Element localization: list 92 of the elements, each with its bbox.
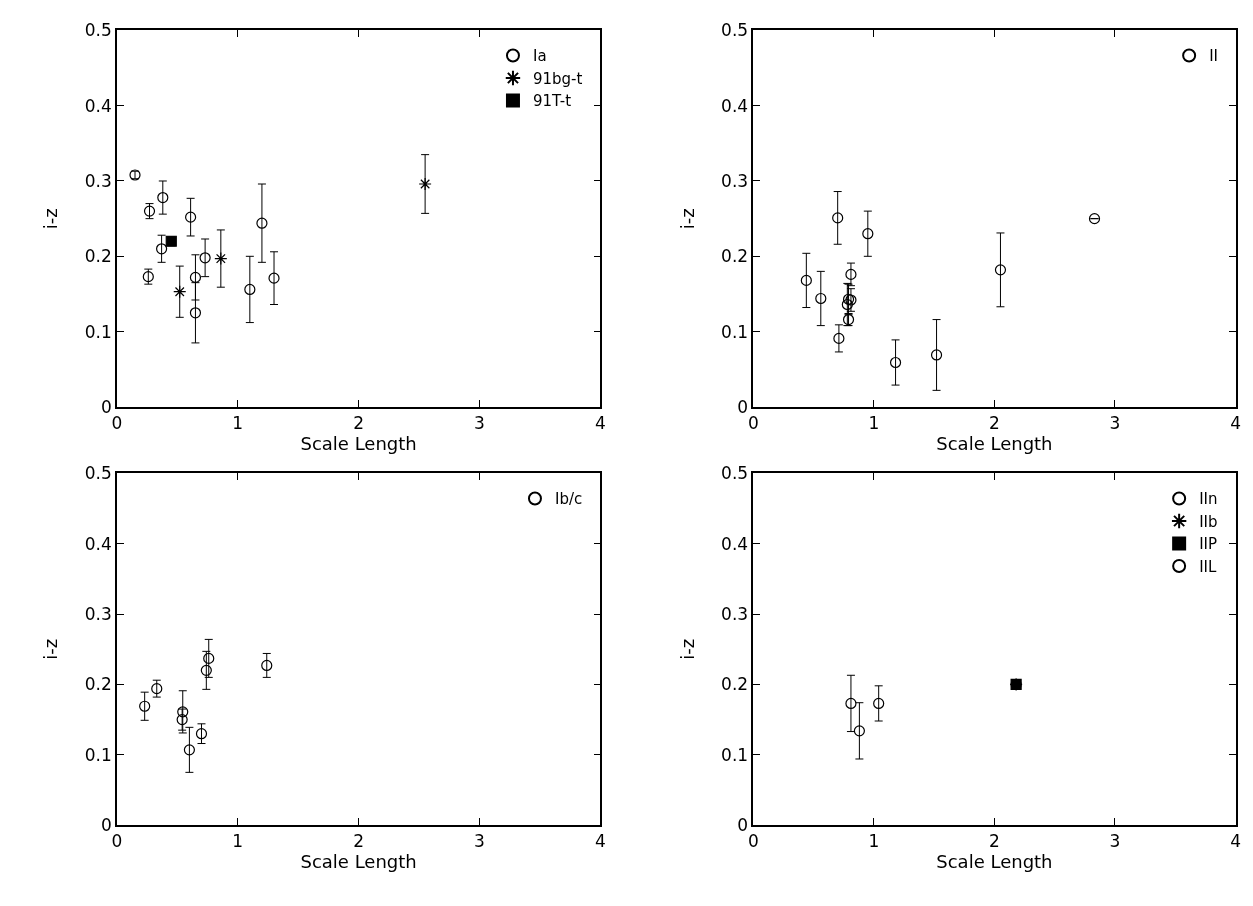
point: [139, 700, 151, 712]
point: [214, 251, 228, 266]
y-tick-label: 0.5: [721, 463, 749, 484]
point: [195, 728, 208, 740]
point: [930, 349, 943, 361]
point: [815, 292, 827, 305]
y-tick-label: 0.1: [721, 744, 749, 765]
x-tick-label: 2: [989, 413, 1000, 434]
x-tick-label: 1: [868, 413, 880, 434]
y-axis-title: i-z: [676, 638, 698, 660]
y-tick-label: 0: [100, 815, 112, 836]
legend-label: Ia: [532, 47, 547, 66]
point: [200, 664, 212, 676]
x-tick-label: 1: [868, 831, 880, 852]
y-axis-title: i-z: [40, 638, 62, 660]
x-axis-title: Scale Length: [936, 433, 1053, 455]
y-tick-label: 0.2: [721, 674, 749, 695]
point: [994, 264, 1007, 276]
legend-label: 91bg-t: [532, 69, 583, 88]
x-tick-label: 2: [989, 831, 1000, 852]
x-tick-label: 2: [353, 413, 365, 434]
y-axis-title: i-z: [676, 208, 698, 230]
y-tick-label: 0.4: [84, 533, 112, 554]
point: [176, 714, 188, 726]
y-tick-label: 0.5: [84, 463, 112, 484]
x-axis-title: Scale Length: [300, 433, 417, 455]
point: [151, 683, 163, 695]
point: [203, 652, 215, 664]
point: [185, 211, 197, 223]
point: [199, 252, 211, 264]
x-tick-label: 4: [1230, 831, 1241, 852]
y-tick-label: 0: [100, 396, 112, 417]
point: [244, 283, 256, 296]
x-tick-label: 3: [474, 413, 485, 434]
x-tick-label: 4: [594, 831, 606, 852]
y-tick-label: 0.1: [84, 321, 112, 342]
legend-label: IIP: [1199, 535, 1218, 554]
point: [189, 307, 202, 319]
point: [156, 243, 168, 255]
y-tick-label: 0.3: [721, 170, 749, 191]
x-tick-label: 1: [232, 831, 244, 852]
y-tick-label: 0.4: [721, 95, 749, 116]
point: [189, 271, 202, 283]
point: [1088, 213, 1101, 225]
y-tick-label: 0.5: [84, 20, 112, 41]
x-tick-label: 2: [353, 831, 365, 852]
y-tick-label: 0.2: [84, 674, 112, 695]
legend-label: II: [1209, 47, 1218, 66]
y-tick-label: 0.2: [84, 246, 112, 267]
point: [862, 228, 874, 240]
point: [173, 285, 187, 299]
x-tick-label: 4: [594, 413, 606, 434]
legend-label: IIn: [1199, 490, 1218, 509]
x-tick-label: 3: [1109, 831, 1121, 852]
point: [845, 697, 857, 710]
y-tick-label: 0.3: [84, 604, 112, 625]
legend-label: Ib/c: [554, 490, 583, 509]
legend-label: IIL: [1199, 557, 1217, 576]
x-tick-label: 4: [1230, 413, 1241, 434]
y-tick-label: 0.2: [721, 246, 749, 267]
y-tick-label: 0: [737, 815, 749, 836]
legend-label: 91T-t: [532, 92, 572, 111]
y-axis-title: i-z: [40, 208, 62, 230]
y-tick-label: 0.3: [84, 170, 112, 191]
point: [853, 725, 865, 737]
x-axis-title: Scale Length: [936, 851, 1053, 873]
point: [832, 212, 844, 224]
point: [261, 659, 273, 672]
point: [800, 274, 812, 286]
y-tick-label: 0.1: [84, 744, 112, 765]
legend-label: IIb: [1199, 512, 1218, 531]
x-tick-label: 1: [232, 413, 244, 434]
point: [256, 217, 268, 229]
y-tick-label: 0.5: [721, 20, 749, 41]
point: [418, 177, 432, 191]
y-tick-label: 0: [737, 396, 749, 417]
y-tick-label: 0.3: [721, 604, 749, 625]
point: [845, 268, 857, 280]
y-tick-label: 0.4: [721, 533, 749, 554]
point: [833, 332, 845, 344]
point: [873, 697, 885, 710]
y-tick-label: 0.4: [84, 95, 112, 116]
point: [841, 298, 853, 311]
point: [157, 191, 169, 204]
y-tick-label: 0.1: [721, 321, 749, 342]
point: [268, 272, 280, 284]
point: [177, 706, 189, 718]
point: [889, 356, 902, 369]
x-tick-label: 3: [1109, 413, 1121, 434]
x-tick-label: 3: [474, 831, 485, 852]
x-axis-title: Scale Length: [300, 851, 417, 873]
point: [183, 744, 195, 756]
